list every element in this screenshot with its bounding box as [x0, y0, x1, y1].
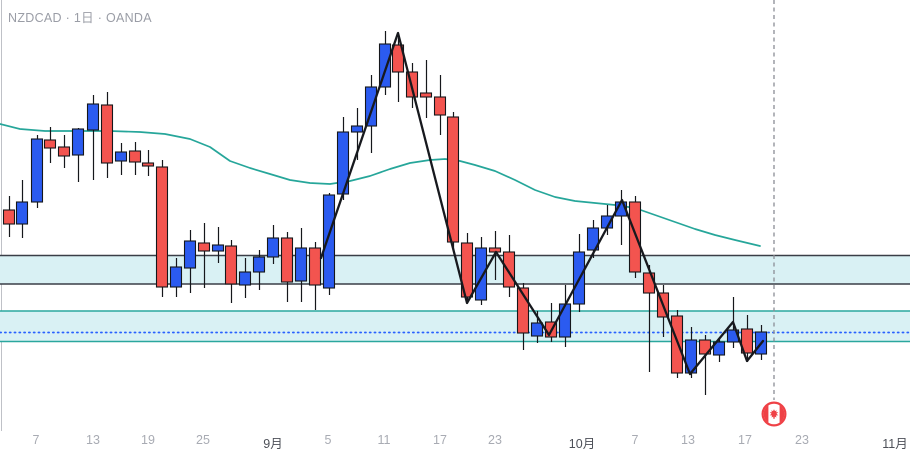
candle [15, 180, 29, 238]
x-axis-day-label: 23 [488, 433, 502, 447]
x-axis-day-label: 25 [196, 433, 210, 447]
x-axis-day-label: 7 [32, 433, 40, 447]
candle [670, 310, 684, 378]
candle [266, 225, 280, 264]
x-axis-day-label: 17 [433, 433, 447, 447]
x-axis-month-label: 10月 [568, 437, 596, 451]
x-axis-day-label: 13 [681, 433, 695, 447]
candle [211, 227, 225, 263]
canada-flag-event-marker-icon[interactable] [761, 401, 787, 427]
x-axis-month-label: 9月 [263, 437, 283, 451]
candle [446, 112, 460, 250]
candle [197, 223, 211, 288]
x-axis-day-label: 13 [86, 433, 100, 447]
ma-line [0, 123, 761, 247]
candle [294, 228, 308, 302]
candle [252, 250, 266, 290]
candle [698, 335, 712, 395]
candle [614, 190, 628, 245]
x-axis-day-label: 17 [738, 433, 752, 447]
candle [308, 242, 322, 310]
candle [43, 127, 57, 163]
x-axis-day-label: 23 [795, 433, 809, 447]
x-axis[interactable]: 7 13 19 25 9月 5 11 17 23 10月 7 13 17 23 11月 [0, 431, 910, 455]
candle [86, 95, 100, 180]
candle [114, 143, 128, 175]
candle [100, 92, 114, 178]
symbol-legend[interactable]: NZDCAD · 1日 · OANDA [8, 11, 152, 25]
candle [433, 75, 447, 135]
candle [224, 240, 238, 303]
candle [378, 31, 392, 95]
candle [474, 237, 488, 305]
candle [2, 196, 16, 237]
candle [128, 142, 142, 175]
candle [712, 338, 726, 362]
candle [183, 230, 197, 293]
candle [238, 258, 252, 298]
candle [30, 135, 44, 208]
candle [419, 60, 433, 118]
candle [57, 135, 71, 168]
candle [71, 128, 85, 182]
candle [169, 258, 183, 297]
x-axis-month-label: 11月 [882, 437, 908, 451]
x-axis-day-label: 19 [141, 433, 155, 447]
candle [460, 233, 474, 303]
candle [141, 150, 155, 176]
candle [155, 160, 169, 297]
trend-zigzag-line[interactable] [319, 31, 765, 376]
candle [280, 232, 294, 302]
candle [502, 235, 516, 297]
x-axis-day-label: 7 [631, 433, 639, 447]
candle [740, 315, 754, 362]
candle [322, 193, 336, 295]
candle [364, 75, 378, 153]
candle [628, 196, 642, 278]
x-axis-day-label: 11 [377, 433, 391, 447]
candle [336, 117, 350, 200]
x-axis-day-label: 5 [324, 433, 332, 447]
